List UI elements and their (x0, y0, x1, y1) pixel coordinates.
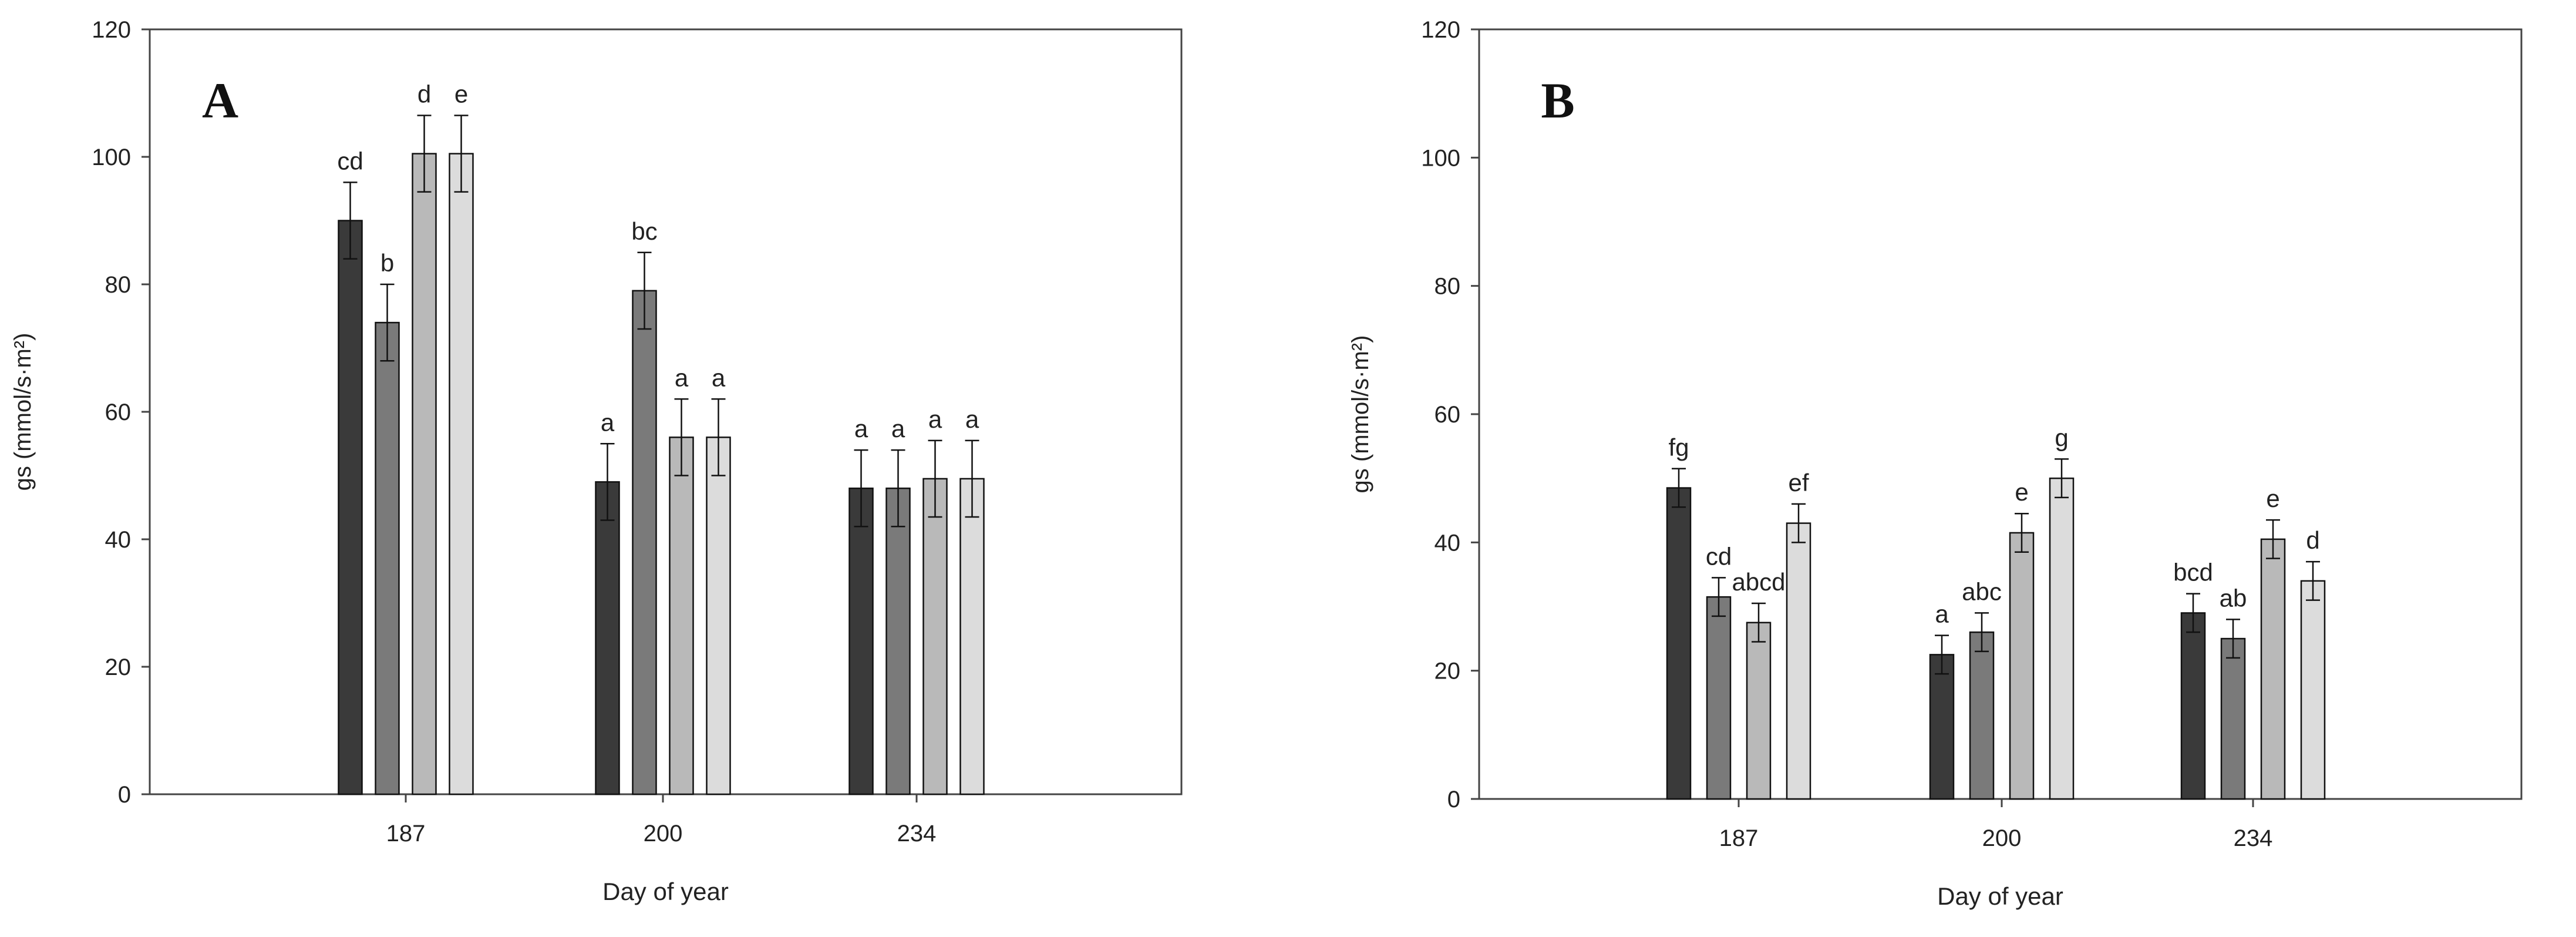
significance-letter: a (854, 415, 868, 442)
significance-letter: a (928, 405, 942, 433)
bar (2220, 637, 2246, 800)
significance-letter: d (417, 80, 431, 108)
bar (706, 436, 731, 795)
y-axis-title: gs (mmol/s·m²) (10, 333, 36, 491)
x-tick-label: 187 (386, 821, 426, 847)
bar (595, 481, 620, 795)
significance-letter: abcd (1732, 568, 1785, 596)
bar (2300, 580, 2326, 800)
significance-letter: cd (337, 147, 363, 174)
significance-letter: g (2055, 424, 2068, 451)
y-tick-label: 80 (1435, 274, 1461, 300)
bar (922, 478, 948, 795)
y-tick-label: 60 (105, 399, 132, 425)
y-tick-label: 0 (1447, 787, 1460, 812)
y-tick-label: 20 (105, 654, 132, 680)
bar (1706, 596, 1732, 800)
significance-letter: cd (1706, 542, 1732, 570)
bar (1929, 654, 1955, 800)
y-tick-label: 100 (92, 145, 131, 170)
y-tick-label: 40 (105, 527, 132, 553)
y-tick-label: 20 (1435, 659, 1461, 684)
chart-panel-b: 0 20 40 60 80 100 120 187 200 234 Day of year gs (m… (1348, 17, 2523, 910)
chart-panel-a: 0 20 40 60 80 100 120 187 200 234 Day of year gs (m… (10, 17, 1183, 905)
significance-letter: bc (631, 217, 657, 245)
significance-letter: a (965, 405, 979, 433)
significance-letter: a (675, 364, 689, 391)
x-tick-label: 234 (897, 821, 937, 847)
bar (1746, 622, 1772, 800)
significance-letter: a (712, 364, 726, 391)
bar (449, 153, 474, 795)
bar (2260, 538, 2286, 800)
x-axis-title: Day of year (1937, 882, 2063, 910)
y-tick-label: 60 (1435, 402, 1461, 428)
y-tick-label: 100 (1421, 145, 1460, 171)
significance-letter: fg (1668, 434, 1689, 461)
significance-letter: bcd (2173, 559, 2213, 586)
significance-letter: ef (1788, 469, 1809, 496)
y-tick-label: 40 (1435, 530, 1461, 556)
y-tick-label: 120 (1421, 17, 1460, 43)
x-tick-label: 200 (644, 821, 683, 847)
panel-label: B (1541, 72, 1574, 129)
plot-frame (149, 28, 1183, 795)
x-axis-title: Day of year (602, 878, 729, 905)
y-tick-label: 120 (92, 17, 131, 43)
bar (375, 321, 400, 795)
y-tick-label: 0 (118, 782, 131, 808)
bar (2049, 477, 2075, 800)
significance-letter: a (601, 408, 615, 436)
bar (669, 436, 694, 795)
bar (412, 153, 437, 795)
bar (885, 487, 911, 795)
significance-letter: a (891, 415, 905, 442)
y-axis-title: gs (mmol/s·m²) (1348, 335, 1373, 493)
bar (2180, 612, 2206, 800)
significance-letter: ab (2220, 584, 2247, 612)
y-tick-label: 80 (105, 272, 132, 298)
panel-label: A (202, 72, 238, 129)
x-tick-label: 200 (1982, 825, 2022, 851)
bar (1786, 522, 1811, 800)
bar (632, 290, 657, 795)
significance-letter: e (2266, 485, 2279, 512)
bar (1666, 487, 1692, 800)
significance-letter: e (454, 80, 468, 108)
x-tick-label: 187 (1719, 825, 1759, 851)
bar (338, 220, 363, 795)
significance-letter: abc (1962, 577, 2002, 605)
bar (848, 487, 874, 795)
plot-frame (1478, 28, 2523, 800)
bar (959, 478, 985, 795)
significance-letter: b (380, 249, 394, 277)
significance-letter: a (1935, 600, 1949, 628)
significance-letter: d (2306, 526, 2319, 554)
bar (2009, 532, 2035, 800)
x-tick-label: 234 (2234, 825, 2273, 851)
significance-letter: e (2015, 478, 2028, 506)
bar (1969, 631, 1995, 800)
